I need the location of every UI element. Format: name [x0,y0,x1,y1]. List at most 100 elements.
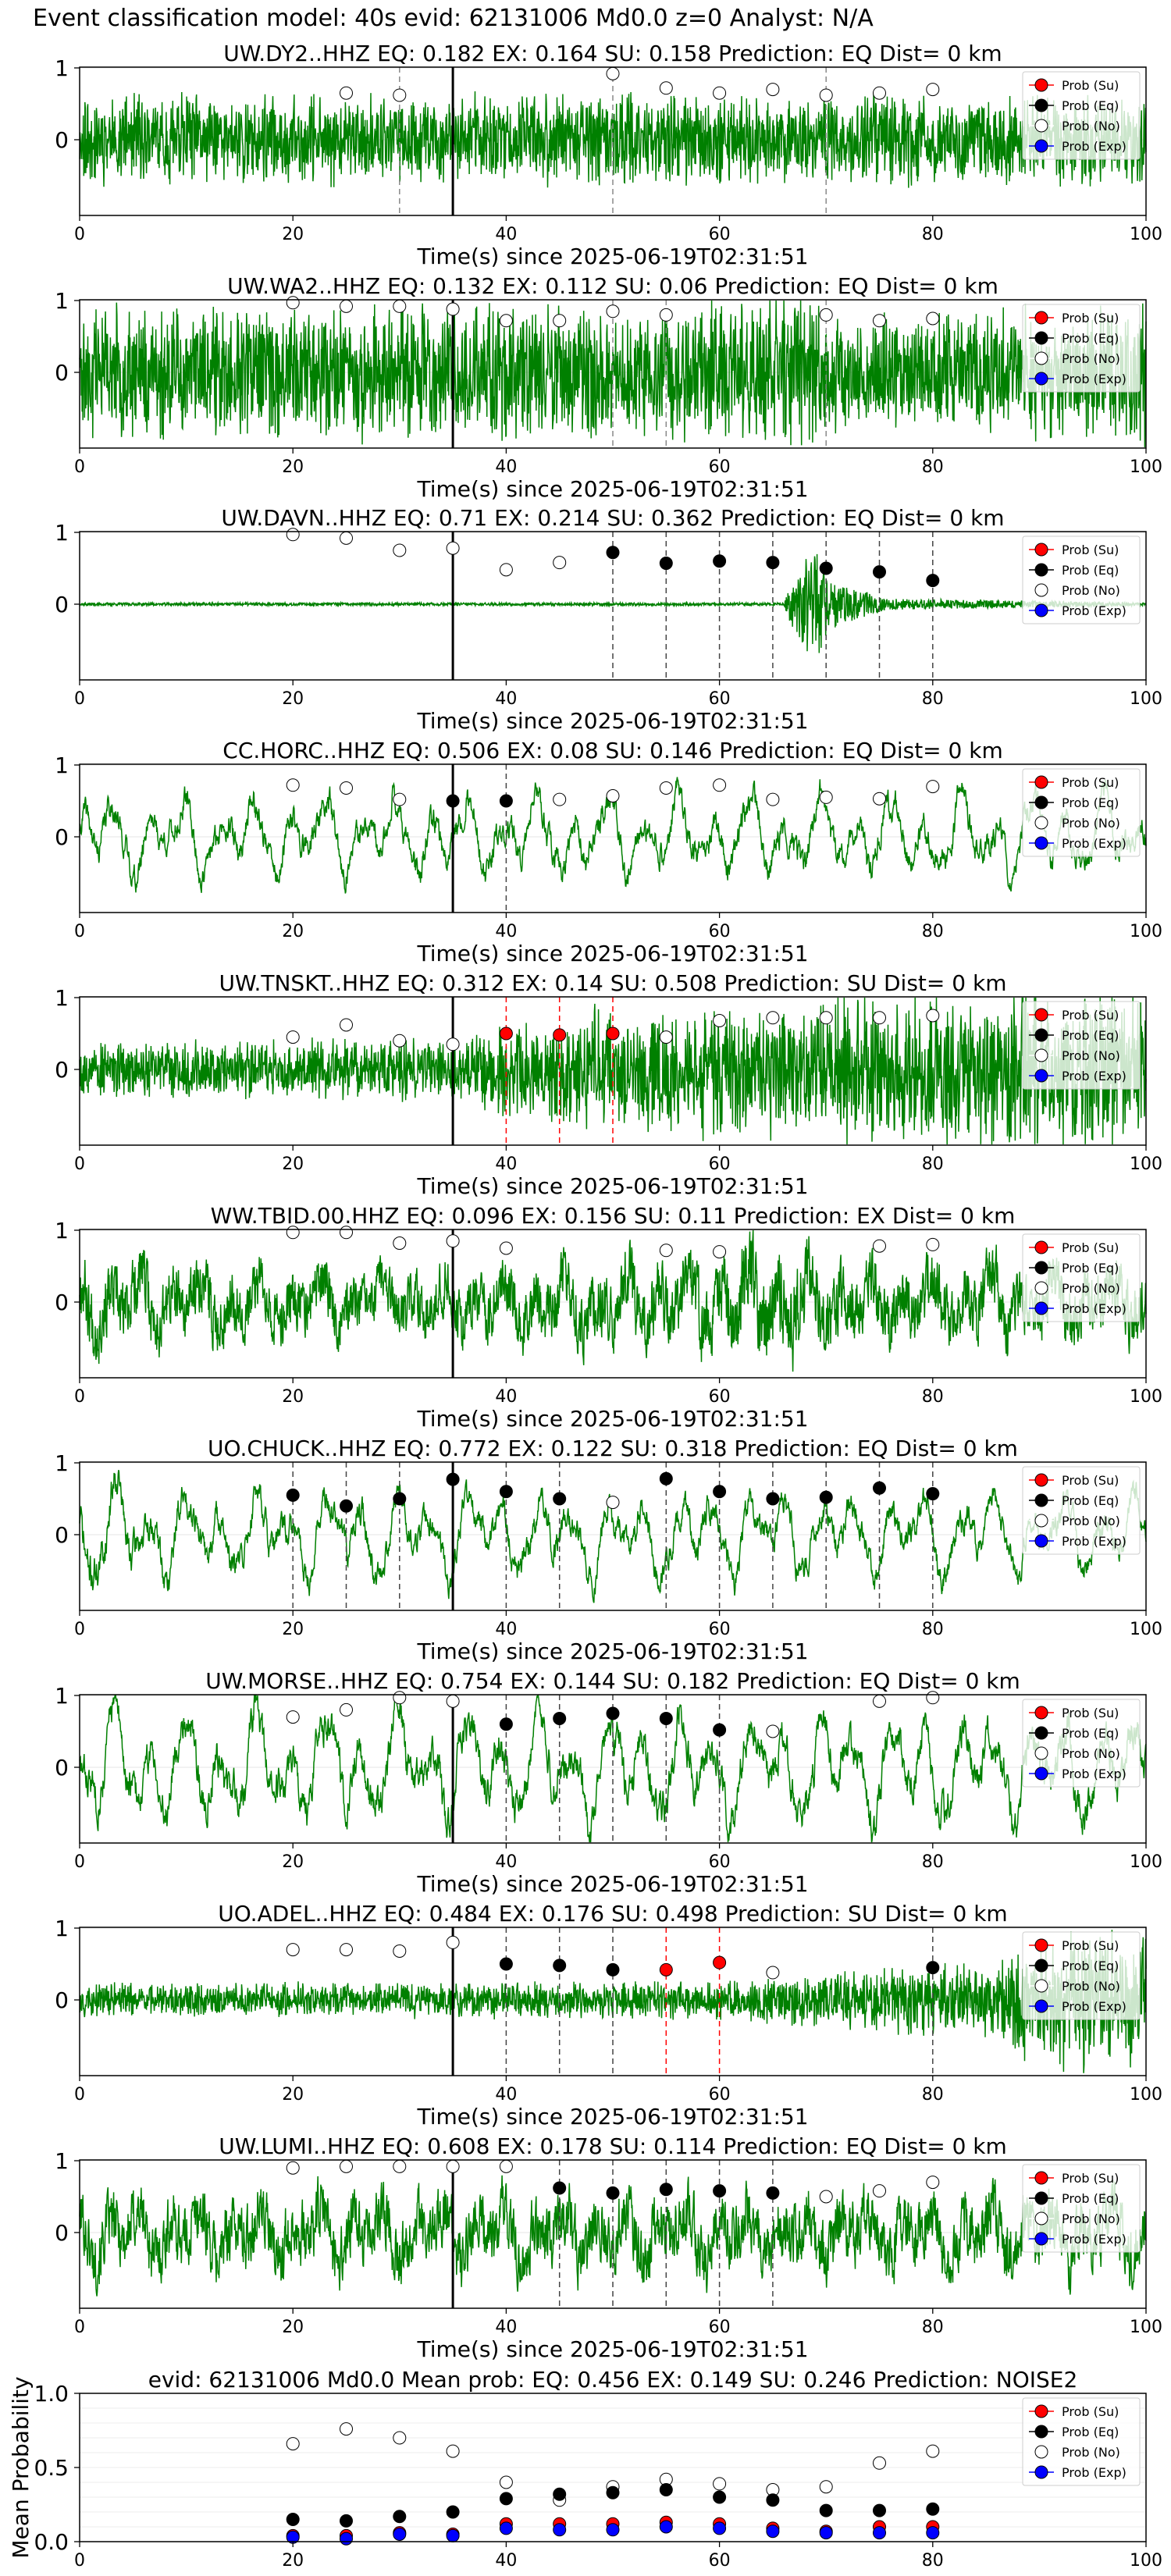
x-tick-label: 100 [1130,1387,1162,1407]
y-tick-label: 0 [55,1987,69,2013]
x-tick-label: 20 [282,457,304,477]
x-tick-label: 0 [74,2318,85,2337]
x-tick-label: 80 [922,457,944,477]
legend-item-no-marker [1034,2445,1048,2459]
prob-no-marker [499,2159,513,2173]
prob-no-marker [553,314,567,328]
legend-box [1022,1001,1141,1090]
prob-no-marker [393,1944,407,1958]
station-panel-1: 1 0 UW.DY2..HHZ EQ: 0.182 EX: 0.164 SU: 0.… [55,41,1162,269]
x-tick-label: 60 [709,457,731,477]
prob-no-marker [926,83,940,97]
legend-item-no-marker [1034,1746,1048,1760]
y-tick-label: 0 [55,1522,69,1548]
legend: Prob (Su) Prob (Eq) Prob (No) Prob (Exp) [1022,1699,1141,1788]
plot-frame [79,1461,1147,1611]
legend-item-eq-label: Prob (Eq) [1062,1726,1119,1741]
mean-eq-marker [819,2503,833,2517]
y-tick-label: 0 [55,1755,69,1781]
station-panel-7: 1 0 UO.CHUCK..HHZ EQ: 0.772 EX: 0.122 SU: … [55,1436,1162,1664]
prob-no-marker [286,1943,300,1957]
x-tick-label: 20 [282,1852,304,1872]
legend: Prob (Su) Prob (Eq) Prob (No) Prob (Exp) [1022,1931,1141,2020]
x-tick-label: 20 [282,1387,304,1407]
legend-item-no-label: Prob (No) [1062,1746,1120,1761]
legend-item-exp-label: Prob (Exp) [1062,1767,1127,1781]
legend-item-no-label: Prob (No) [1062,583,1120,598]
panel-title: UW.TNSKT..HHZ EQ: 0.312 EX: 0.14 SU: 0.5… [219,970,1007,996]
legend-item-exp-marker [1034,1999,1048,2013]
mean-eq-marker [606,2485,620,2500]
prob-eq-marker [819,561,833,575]
prob-eq-marker [766,2186,780,2200]
x-tick-label: 20 [282,689,304,709]
y-tick-label: 0.0 [34,2529,69,2555]
prob-eq-marker [713,1723,727,1737]
prob-eq-marker [340,1499,353,1513]
y-tick-label: 0 [55,127,69,153]
prob-eq-marker [553,1492,567,1506]
legend-item-su-marker [1034,311,1048,325]
prob-no-marker [713,778,727,792]
panel-title: CC.HORC..HHZ EQ: 0.506 EX: 0.08 SU: 0.14… [222,738,1002,763]
prob-no-marker [659,1030,673,1044]
prob-su-marker [499,1026,513,1041]
prob-eq-marker [499,794,513,808]
prob-no-marker [606,66,620,80]
prob-no-marker [819,88,833,102]
prob-no-marker [766,1724,780,1738]
legend: Prob (Su) Prob (Eq) Prob (No) Prob (Exp) [1022,2164,1141,2253]
prob-su-marker [659,1962,673,1976]
x-tick-label: 100 [1130,689,1162,709]
x-axis-label: Time(s) since 2025-06-19T02:31:51 [416,1173,808,1199]
x-tick-label: 40 [495,2551,517,2571]
prob-eq-marker [553,1959,567,1973]
mean-no-marker [713,2477,727,2491]
y-tick-label: 0 [55,824,69,850]
legend-item-exp-label: Prob (Exp) [1062,1069,1127,1083]
x-tick-label: 0 [74,689,85,709]
prob-eq-marker [499,1957,513,1971]
prob-no-marker [393,543,407,557]
legend-box [1022,2397,1141,2486]
x-tick-label: 80 [922,225,944,244]
mean-exp-marker [553,2523,567,2537]
legend: Prob (Su) Prob (Eq) Prob (No) Prob (Exp) [1022,71,1141,160]
legend-item-no-label: Prob (No) [1062,1048,1120,1063]
plot-frame [79,996,1147,1146]
x-tick-label: 40 [495,922,517,941]
prob-no-marker [819,2190,833,2204]
legend-item-su-marker [1034,78,1048,92]
legend-box [1022,768,1141,857]
legend-item-exp-marker [1034,1301,1048,1315]
x-tick-label: 40 [495,2318,517,2337]
legend-item-su-marker [1034,2404,1048,2418]
legend-item-exp-label: Prob (Exp) [1062,1534,1127,1549]
x-tick-label: 80 [922,1387,944,1407]
station-panel-10: 1 0 UW.LUMI..HHZ EQ: 0.608 EX: 0.178 SU: 0… [55,2133,1162,2362]
y-tick-label: 1 [55,753,69,778]
prob-no-marker [819,790,833,804]
station-panel-4: 1 0 CC.HORC..HHZ EQ: 0.506 EX: 0.08 SU: 0.… [55,738,1162,966]
mean-eq-marker [499,2492,513,2506]
waveform-trace [79,777,1147,894]
legend-item-su-label: Prob (Su) [1062,1706,1119,1720]
mean-eq-marker [926,2502,940,2516]
prob-eq-marker [766,1492,780,1506]
mean-no-marker [819,2480,833,2494]
prob-eq-marker [393,1492,407,1506]
legend-item-exp-label: Prob (Exp) [1062,1301,1127,1316]
prob-no-marker [393,2159,407,2173]
legend-item-no-marker [1034,1281,1048,1295]
prob-eq-marker [606,1706,620,1720]
panel-title: UW.LUMI..HHZ EQ: 0.608 EX: 0.178 SU: 0.1… [219,2133,1007,2159]
legend-item-su-label: Prob (Su) [1062,543,1119,557]
mean-no-marker [286,2437,300,2451]
prob-no-marker [926,780,940,794]
mean-eq-marker [286,2513,300,2526]
x-tick-label: 0 [74,1387,85,1407]
prob-no-marker [659,781,673,795]
prob-eq-marker [873,565,886,579]
prob-no-marker [553,792,567,806]
